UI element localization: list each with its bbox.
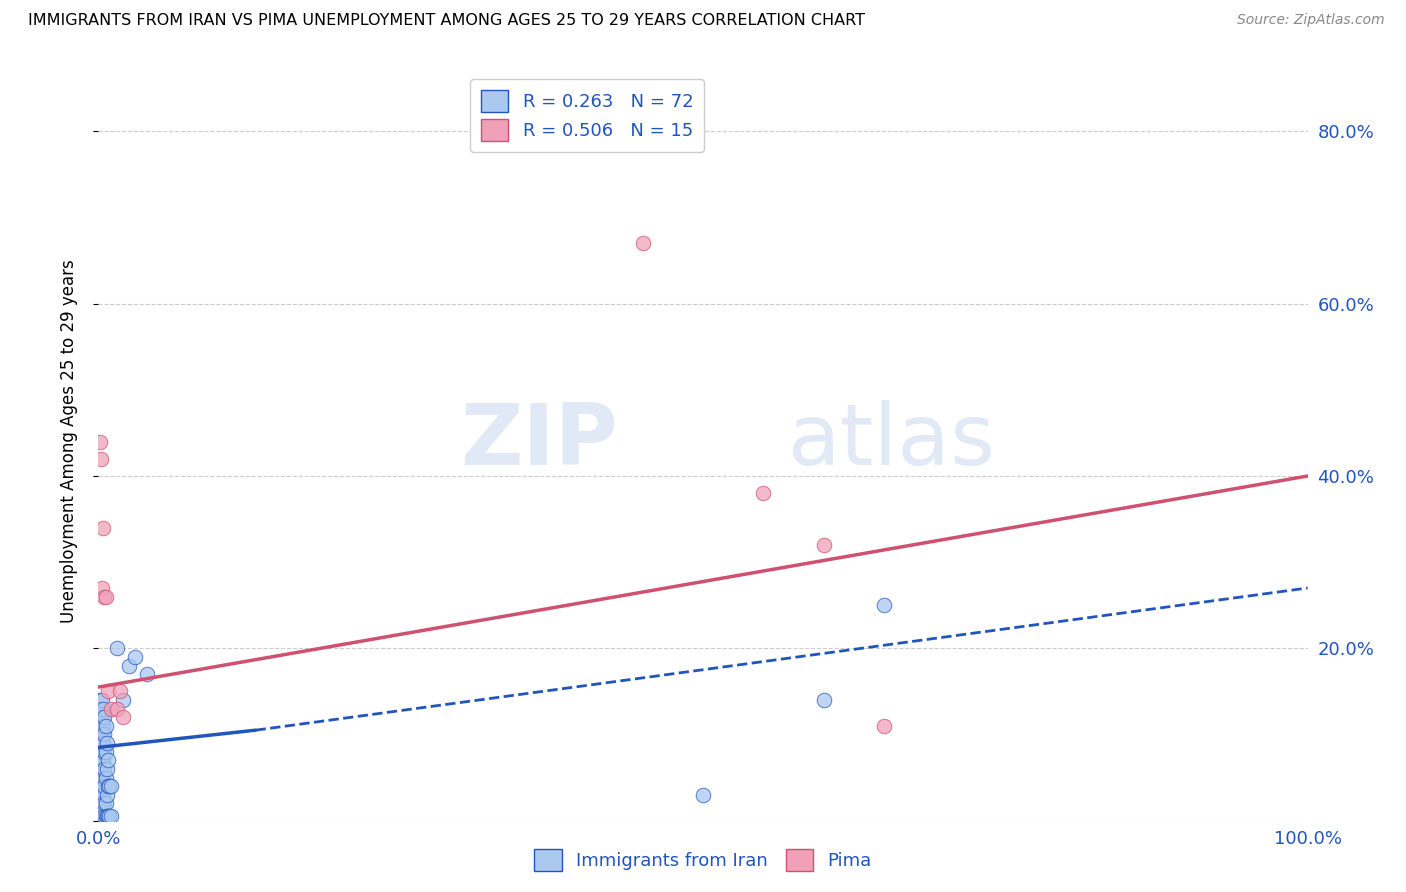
Point (135, 667, 157, 681)
Point (94, 590, 117, 604)
Point (89, 736, 111, 750)
Text: Source: ZipAtlas.com: Source: ZipAtlas.com (1237, 13, 1385, 28)
Point (97, 779, 120, 793)
Point (90, 736, 112, 750)
Point (97, 809, 120, 823)
Point (91, 753, 114, 767)
Point (93, 727, 115, 741)
Point (91, 710, 114, 724)
Point (90, 809, 112, 823)
Point (90, 701, 112, 715)
Point (89, 719, 111, 733)
Point (90, 753, 112, 767)
Point (91, 809, 114, 823)
Point (813, 538, 835, 552)
Point (118, 658, 141, 673)
Point (89, 771, 111, 785)
Point (93, 710, 115, 724)
Point (91, 762, 114, 776)
Point (91, 779, 114, 793)
Point (97, 684, 120, 698)
Point (91, 788, 114, 802)
Point (813, 693, 835, 707)
Point (94, 745, 117, 759)
Point (89, 727, 111, 741)
Point (89, 809, 111, 823)
Point (90, 788, 112, 802)
Point (89, 797, 111, 811)
Point (96, 809, 118, 823)
Point (91, 693, 114, 707)
Point (98, 809, 121, 823)
Point (96, 736, 118, 750)
Point (90, 805, 112, 819)
Point (873, 719, 896, 733)
Point (752, 486, 775, 500)
Text: ZIP: ZIP (461, 400, 619, 483)
Point (89, 434, 111, 449)
Point (93, 809, 115, 823)
Point (105, 701, 128, 715)
Point (89, 745, 111, 759)
Point (94, 797, 117, 811)
Point (89, 762, 111, 776)
Point (89, 753, 111, 767)
Point (91, 736, 114, 750)
Legend: Immigrants from Iran, Pima: Immigrants from Iran, Pima (527, 842, 879, 879)
Point (96, 788, 118, 802)
Point (89, 805, 111, 819)
Point (93, 745, 115, 759)
Point (91, 771, 114, 785)
Point (96, 762, 118, 776)
Point (94, 771, 117, 785)
Point (91, 581, 114, 595)
Point (91, 701, 114, 715)
Point (91, 521, 114, 535)
Point (89, 779, 111, 793)
Point (98, 779, 121, 793)
Legend: R = 0.263   N = 72, R = 0.506   N = 15: R = 0.263 N = 72, R = 0.506 N = 15 (470, 79, 704, 152)
Point (100, 809, 122, 823)
Point (111, 710, 134, 724)
Point (100, 701, 122, 715)
Point (89, 710, 111, 724)
Point (93, 762, 115, 776)
Point (90, 797, 112, 811)
Point (94, 809, 117, 823)
Point (631, 236, 654, 251)
Text: atlas: atlas (787, 400, 995, 483)
Point (90, 719, 112, 733)
Point (90, 771, 112, 785)
Point (124, 649, 146, 664)
Point (105, 641, 128, 656)
Point (91, 797, 114, 811)
Point (692, 788, 714, 802)
Point (100, 779, 122, 793)
Point (97, 753, 120, 767)
Point (91, 805, 114, 819)
Point (89, 693, 111, 707)
Point (108, 684, 131, 698)
Y-axis label: Unemployment Among Ages 25 to 29 years: Unemployment Among Ages 25 to 29 years (59, 260, 77, 624)
Text: IMMIGRANTS FROM IRAN VS PIMA UNEMPLOYMENT AMONG AGES 25 TO 29 YEARS CORRELATION : IMMIGRANTS FROM IRAN VS PIMA UNEMPLOYMEN… (28, 13, 865, 29)
Point (89, 788, 111, 802)
Point (873, 599, 896, 613)
Point (93, 779, 115, 793)
Point (94, 719, 117, 733)
Point (91, 805, 114, 819)
Point (93, 590, 115, 604)
Point (93, 797, 115, 811)
Point (111, 693, 134, 707)
Point (91, 719, 114, 733)
Point (91, 727, 114, 741)
Point (91, 809, 114, 823)
Point (91, 745, 114, 759)
Point (90, 451, 112, 466)
Point (89, 701, 111, 715)
